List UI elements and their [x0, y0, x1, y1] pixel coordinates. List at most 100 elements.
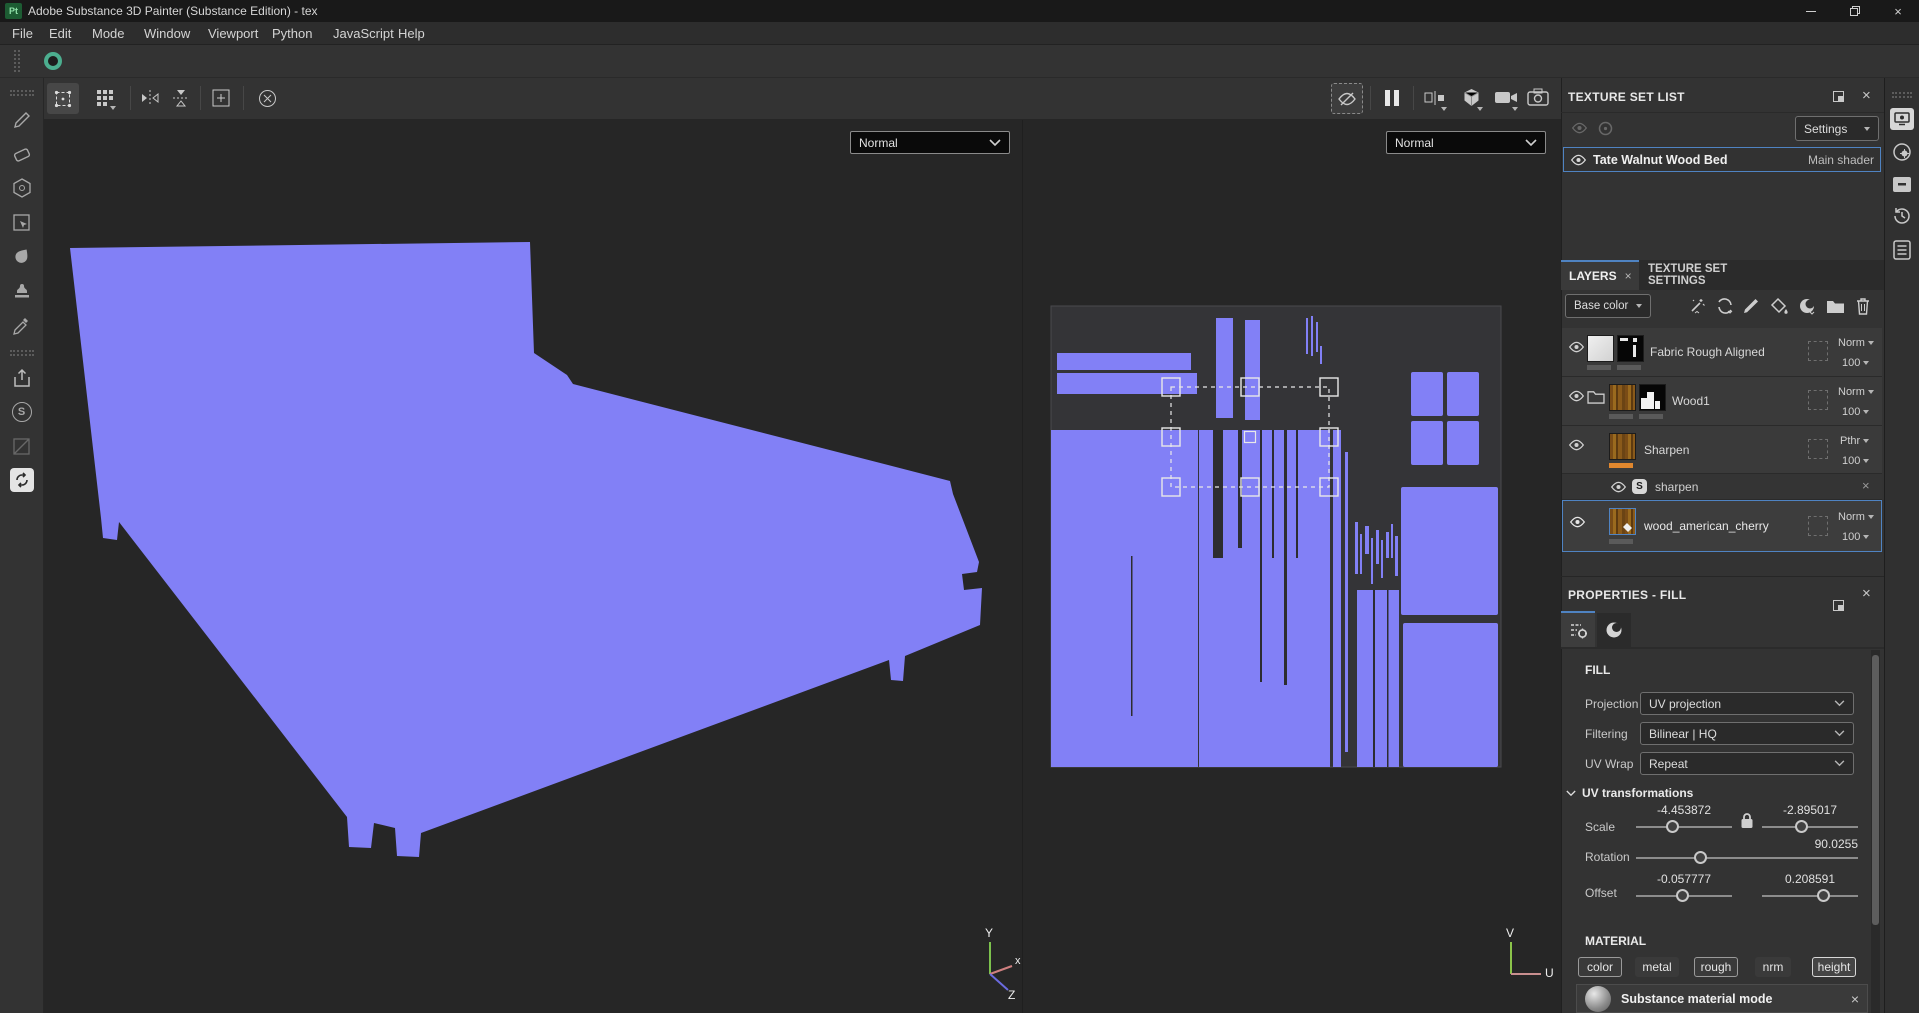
eye-icon[interactable]	[1568, 439, 1585, 451]
close-button[interactable]: ×	[1877, 0, 1919, 22]
viewport-2d[interactable]: Normal V U	[1022, 120, 1561, 1013]
color-picker-tool-button[interactable]	[7, 312, 37, 340]
eye-icon[interactable]	[1568, 341, 1585, 353]
slider-knob[interactable]	[1665, 820, 1679, 833]
smudge-tool-button[interactable]	[7, 242, 37, 270]
eye-icon[interactable]	[1569, 516, 1586, 528]
menu-window[interactable]: Window	[144, 26, 191, 41]
split-view-button[interactable]	[1420, 84, 1450, 112]
opacity-select[interactable]: 100	[1842, 531, 1870, 543]
scale-x-value[interactable]: -4.453872	[1656, 803, 1712, 817]
layer-thumbnail[interactable]	[1609, 433, 1636, 460]
history-button[interactable]	[1890, 204, 1914, 228]
tab-material-preview[interactable]	[1597, 613, 1631, 647]
blend-mode-select[interactable]: Pthr	[1840, 435, 1870, 447]
add-folder-button[interactable]	[1824, 296, 1846, 316]
sidebar-drag-handle[interactable]	[9, 90, 34, 96]
mask-placeholder[interactable]	[1808, 516, 1828, 536]
menu-javascript[interactable]: JavaScript	[333, 26, 394, 41]
channel-height-button[interactable]: height	[1812, 957, 1856, 977]
slider-knob[interactable]	[1693, 851, 1707, 864]
focus-selection-button[interactable]	[207, 84, 235, 112]
sidebar-drag-handle[interactable]	[9, 350, 34, 356]
eraser-tool-button[interactable]	[7, 140, 37, 168]
blend-mode-select-3d[interactable]: Normal	[850, 131, 1010, 154]
remove-effect-icon[interactable]: ×	[1862, 478, 1870, 493]
sync-button[interactable]	[9, 468, 34, 492]
float-panel-icon[interactable]	[1833, 91, 1844, 102]
layer-row[interactable]: Sharpen Pthr 100	[1562, 426, 1882, 474]
opacity-select[interactable]: 100	[1842, 455, 1870, 467]
offset-y-value[interactable]: 0.208591	[1784, 872, 1836, 886]
mirror-x-button[interactable]	[136, 84, 164, 112]
texture-set-settings-select[interactable]: Settings	[1795, 116, 1879, 141]
toggle-all-visibility-icon[interactable]	[1570, 120, 1588, 136]
add-mask-button[interactable]	[1796, 296, 1818, 316]
reset-transform-button[interactable]	[253, 84, 281, 112]
camera-view-button[interactable]	[1490, 83, 1522, 111]
projection-select[interactable]: UV projection	[1640, 692, 1854, 715]
close-icon[interactable]: ×	[1850, 990, 1859, 1007]
lock-icon[interactable]	[1740, 812, 1754, 829]
solo-visibility-icon[interactable]	[1596, 120, 1614, 136]
grid-snap-button[interactable]	[90, 84, 120, 112]
menu-mode[interactable]: Mode	[92, 26, 125, 41]
texture-set-row[interactable]: Tate Walnut Wood Bed Main shader	[1563, 147, 1881, 172]
close-panel-icon[interactable]: ×	[1862, 585, 1871, 602]
rotation-value[interactable]: 90.0255	[1814, 837, 1858, 851]
restore-button[interactable]	[1834, 0, 1876, 22]
layer-thumbnail[interactable]	[1609, 508, 1636, 535]
filtering-select[interactable]: Bilinear | HQ	[1640, 722, 1854, 745]
hide-ui-button[interactable]	[1331, 83, 1363, 114]
properties-scrollbar-track[interactable]	[1871, 650, 1880, 1013]
add-paint-layer-button[interactable]	[1740, 296, 1762, 316]
clone-tool-button[interactable]	[7, 276, 37, 304]
screenshot-button[interactable]	[1523, 83, 1553, 111]
menu-viewport[interactable]: Viewport	[208, 26, 259, 41]
blend-mode-select[interactable]: Norm	[1838, 386, 1874, 398]
projection-tool-button[interactable]	[7, 174, 37, 202]
layer-effect-row[interactable]: S sharpen ×	[1562, 474, 1882, 500]
minimize-button[interactable]	[1790, 0, 1832, 22]
viewport-3d[interactable]: Normal Y x Z	[44, 120, 1022, 1013]
transform-tool-button[interactable]	[47, 83, 79, 114]
uv-transformations-header[interactable]: UV transformations	[1566, 786, 1693, 800]
properties-scrollbar-thumb[interactable]	[1872, 655, 1879, 925]
offset-y-slider[interactable]	[1762, 889, 1858, 903]
add-effect-button[interactable]	[1686, 296, 1708, 316]
menu-python[interactable]: Python	[272, 26, 313, 41]
eye-icon[interactable]	[1570, 154, 1587, 166]
folder-icon[interactable]	[1587, 389, 1605, 404]
substance-settings-button[interactable]: S	[7, 398, 37, 426]
mask-placeholder[interactable]	[1808, 341, 1828, 361]
menu-edit[interactable]: Edit	[49, 26, 72, 41]
material-mode-row[interactable]: Substance material mode ×	[1576, 984, 1868, 1013]
assets-button[interactable]	[1890, 174, 1914, 194]
layer-thumbnail[interactable]	[1587, 335, 1614, 362]
channel-filter-select[interactable]: Base color	[1565, 294, 1651, 318]
delete-layer-button[interactable]	[1852, 296, 1874, 316]
channel-rough-button[interactable]: rough	[1694, 957, 1738, 977]
eye-icon[interactable]	[1610, 481, 1627, 493]
plugin-icon[interactable]	[44, 52, 62, 70]
opacity-select[interactable]: 100	[1842, 357, 1870, 369]
tab-texture-set-settings[interactable]: TEXTURE SET SETTINGS	[1640, 260, 1790, 290]
log-button[interactable]	[1890, 238, 1914, 262]
tab-properties[interactable]	[1561, 613, 1595, 647]
layer-thumbnail[interactable]	[1609, 384, 1636, 411]
export-button[interactable]	[7, 364, 37, 392]
slider-knob[interactable]	[1676, 889, 1690, 902]
scale-y-slider[interactable]	[1762, 820, 1858, 834]
layer-mask-thumbnail[interactable]	[1617, 335, 1644, 362]
pause-engine-button[interactable]	[1378, 84, 1406, 112]
blend-mode-select-2d[interactable]: Normal	[1386, 131, 1546, 154]
opacity-select[interactable]: 100	[1842, 406, 1870, 418]
offset-x-slider[interactable]	[1636, 889, 1732, 903]
menu-file[interactable]: File	[12, 26, 33, 41]
scale-y-value[interactable]: -2.895017	[1782, 803, 1838, 817]
slider-knob[interactable]	[1816, 889, 1830, 902]
tab-layers[interactable]: LAYERS ×	[1561, 260, 1639, 290]
close-panel-icon[interactable]: ×	[1862, 87, 1871, 104]
eye-icon[interactable]	[1568, 390, 1585, 402]
slider-knob[interactable]	[1794, 820, 1808, 833]
